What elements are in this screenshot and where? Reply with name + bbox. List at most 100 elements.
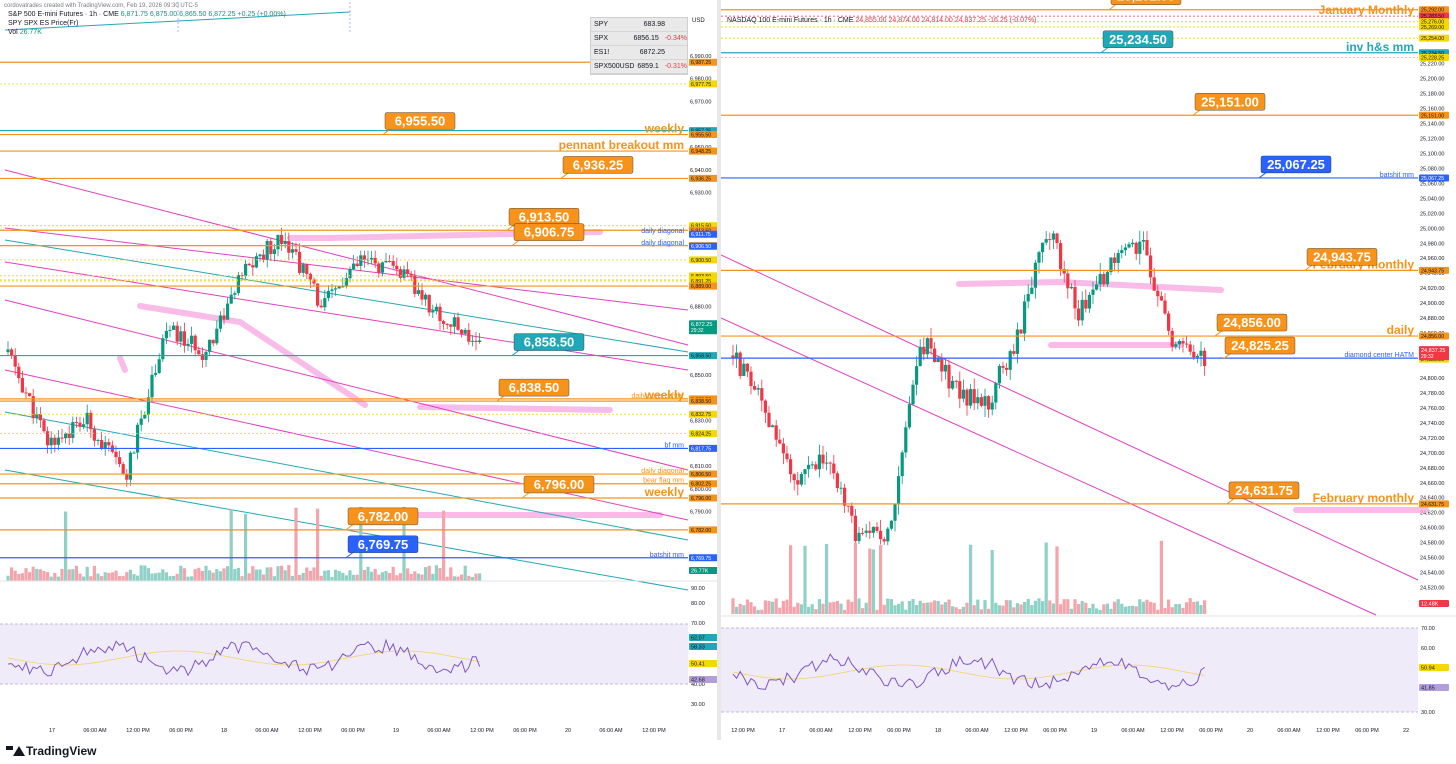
candle-body[interactable] xyxy=(431,310,435,313)
candle-body[interactable] xyxy=(143,414,147,419)
candle-body[interactable] xyxy=(409,274,413,276)
candle-body[interactable] xyxy=(979,397,983,406)
candle-body[interactable] xyxy=(850,505,854,516)
candle-body[interactable] xyxy=(341,286,345,288)
candle-body[interactable] xyxy=(1123,247,1127,251)
candle-body[interactable] xyxy=(803,469,807,475)
candle-body[interactable] xyxy=(323,298,327,308)
es-chart-panel[interactable]: 6,990.006,980.006,970.006,950.006,940.00… xyxy=(0,0,719,740)
candle-body[interactable] xyxy=(1116,253,1120,263)
candle-body[interactable] xyxy=(875,526,879,531)
candle-body[interactable] xyxy=(753,386,757,390)
price-callout-box[interactable] xyxy=(513,223,585,241)
candle-body[interactable] xyxy=(810,464,814,466)
candle-body[interactable] xyxy=(1131,242,1135,245)
candle-body[interactable] xyxy=(1001,365,1005,368)
candle-body[interactable] xyxy=(1145,239,1149,256)
candle-body[interactable] xyxy=(1033,262,1037,288)
candle-body[interactable] xyxy=(922,346,926,355)
candle-body[interactable] xyxy=(947,364,951,389)
candle-body[interactable] xyxy=(262,254,266,260)
candle-body[interactable] xyxy=(211,339,215,344)
price-callout-box[interactable] xyxy=(1102,30,1174,48)
candle-body[interactable] xyxy=(384,260,388,263)
candle-body[interactable] xyxy=(969,389,973,406)
candle-body[interactable] xyxy=(290,249,294,253)
candle-body[interactable] xyxy=(197,350,201,355)
candle-body[interactable] xyxy=(406,269,410,275)
candle-body[interactable] xyxy=(1195,355,1199,358)
trendline[interactable] xyxy=(4,369,689,521)
candle-body[interactable] xyxy=(380,262,384,273)
candle-body[interactable] xyxy=(1077,308,1081,321)
candle-body[interactable] xyxy=(168,329,172,331)
price-callout-box[interactable] xyxy=(347,507,419,526)
candle-body[interactable] xyxy=(301,264,305,273)
candle-body[interactable] xyxy=(312,279,316,284)
candle-body[interactable] xyxy=(771,425,775,428)
candle-body[interactable] xyxy=(146,397,150,415)
candle-body[interactable] xyxy=(756,388,760,390)
candle-body[interactable] xyxy=(467,329,471,342)
candle-body[interactable] xyxy=(233,293,237,295)
candle-body[interactable] xyxy=(1059,243,1063,270)
candle-body[interactable] xyxy=(871,526,875,533)
candle-body[interactable] xyxy=(359,255,363,266)
candle-body[interactable] xyxy=(886,528,890,542)
price-callout-box[interactable] xyxy=(1194,93,1266,111)
candle-body[interactable] xyxy=(474,340,478,343)
candle-body[interactable] xyxy=(738,352,742,376)
candle-body[interactable] xyxy=(370,257,374,260)
candle-body[interactable] xyxy=(893,503,897,521)
candle-body[interactable] xyxy=(118,457,122,465)
candle-body[interactable] xyxy=(1084,299,1088,309)
candle-body[interactable] xyxy=(175,325,179,342)
candle-body[interactable] xyxy=(940,358,944,372)
candle-body[interactable] xyxy=(807,464,811,470)
candle-body[interactable] xyxy=(164,330,168,339)
candle-body[interactable] xyxy=(139,418,143,425)
candle-body[interactable] xyxy=(796,480,800,485)
candle-body[interactable] xyxy=(1051,233,1055,240)
candle-body[interactable] xyxy=(1149,255,1153,278)
candle-body[interactable] xyxy=(46,431,50,446)
candle-body[interactable] xyxy=(64,433,68,439)
candle-body[interactable] xyxy=(900,452,904,477)
candle-body[interactable] xyxy=(388,260,392,262)
candle-body[interactable] xyxy=(1030,287,1034,294)
candle-body[interactable] xyxy=(785,453,789,460)
candle-body[interactable] xyxy=(868,530,872,533)
candle-body[interactable] xyxy=(1055,233,1059,244)
candle-body[interactable] xyxy=(265,241,269,260)
candle-body[interactable] xyxy=(136,424,140,453)
candle-body[interactable] xyxy=(731,355,735,359)
candle-body[interactable] xyxy=(200,354,204,360)
candle-body[interactable] xyxy=(154,372,158,375)
candle-body[interactable] xyxy=(767,412,771,428)
candle-body[interactable] xyxy=(1098,274,1102,285)
candle-body[interactable] xyxy=(814,464,818,470)
candle-body[interactable] xyxy=(828,462,832,464)
price-callout-box[interactable] xyxy=(1216,313,1288,332)
candle-body[interactable] xyxy=(352,263,356,270)
trendline[interactable] xyxy=(4,239,689,353)
candle-body[interactable] xyxy=(272,249,276,255)
candle-body[interactable] xyxy=(258,254,262,257)
candle-body[interactable] xyxy=(843,487,847,506)
candle-body[interactable] xyxy=(287,241,291,253)
candle-body[interactable] xyxy=(319,305,323,308)
candle-body[interactable] xyxy=(987,396,991,410)
candle-body[interactable] xyxy=(229,294,233,304)
candle-body[interactable] xyxy=(298,251,302,273)
candle-body[interactable] xyxy=(254,256,258,268)
candle-body[interactable] xyxy=(1181,340,1185,344)
candle-body[interactable] xyxy=(911,384,915,405)
candle-body[interactable] xyxy=(882,539,886,542)
rsi-line[interactable] xyxy=(732,653,1205,691)
candle-body[interactable] xyxy=(445,323,449,325)
candle-body[interactable] xyxy=(395,265,399,270)
candle-body[interactable] xyxy=(438,306,442,322)
candle-body[interactable] xyxy=(413,275,417,294)
candle-body[interactable] xyxy=(391,261,395,266)
candle-body[interactable] xyxy=(943,364,947,372)
